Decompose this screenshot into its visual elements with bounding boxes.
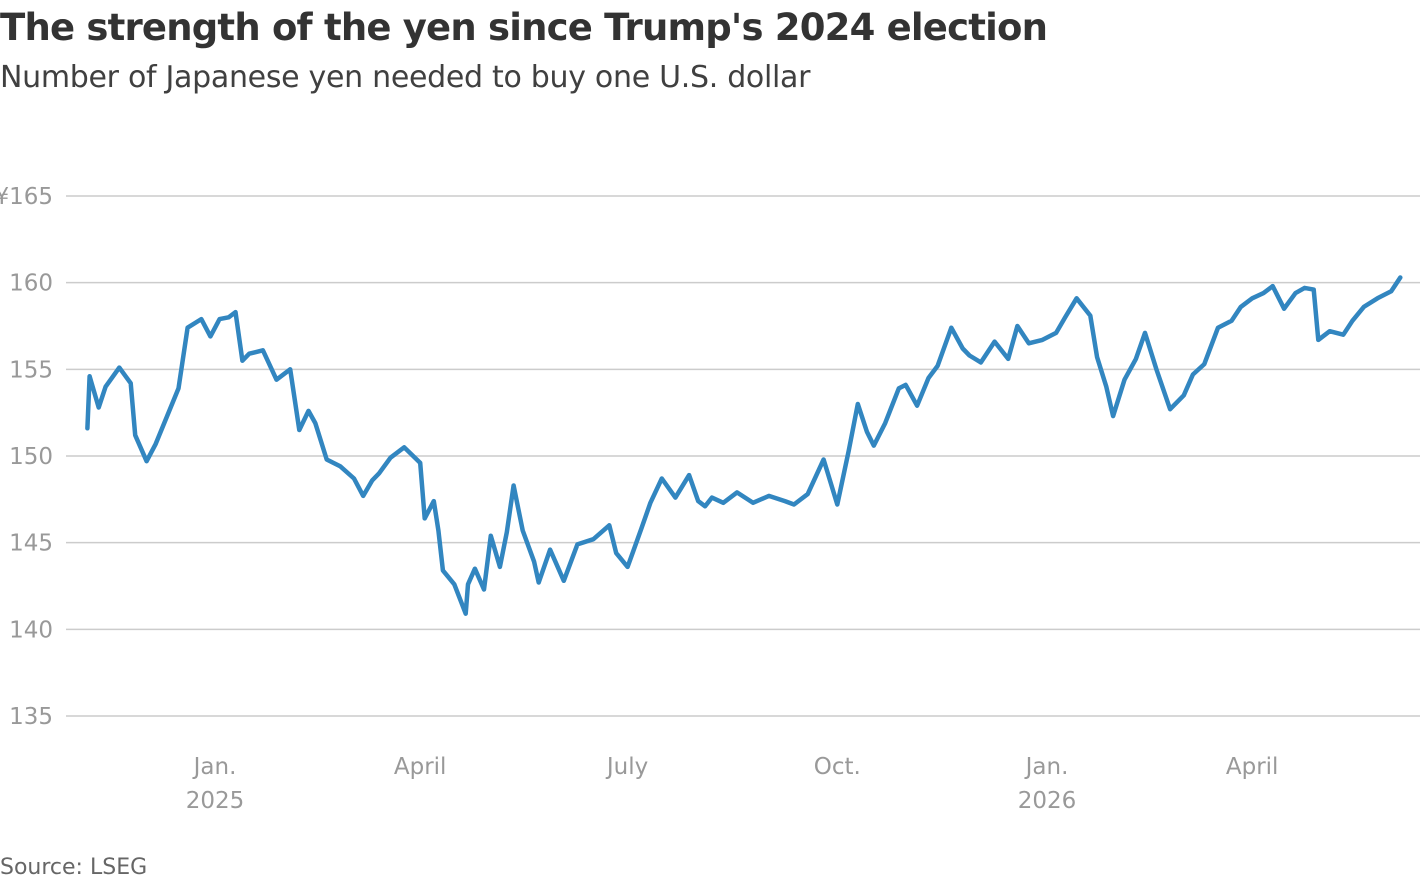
y-tick-label: 160 <box>9 271 53 297</box>
chart-title: The strength of the yen since Trump's 20… <box>0 6 1048 49</box>
y-axis-tick-labels: ¥165 160 155 150 145 140 135 <box>0 184 53 730</box>
usd-jpy-line <box>85 275 1403 616</box>
line-chart: ¥165 160 155 150 145 140 135 Jan. 2025 April July… <box>0 184 1420 814</box>
series-line-group <box>85 275 1403 616</box>
x-tick-label: July <box>605 754 648 780</box>
x-tick-label: Jan. <box>1024 754 1069 780</box>
y-tick-label: 155 <box>9 357 53 383</box>
chart-subtitle: Number of Japanese yen needed to buy one… <box>0 60 811 95</box>
y-tick-label: 150 <box>9 444 53 470</box>
y-tick-label: 135 <box>9 704 53 730</box>
y-tick-label: 145 <box>9 531 53 557</box>
x-tick-label: April <box>394 754 447 780</box>
x-tick-label: Jan. <box>192 754 237 780</box>
x-tick-year-label: 2026 <box>1018 788 1077 814</box>
x-tick-year-label: 2025 <box>186 788 245 814</box>
x-tick-label: Oct. <box>814 754 861 780</box>
x-tick-label: April <box>1226 754 1279 780</box>
source-note: Source: LSEG <box>0 855 148 880</box>
y-tick-label: ¥165 <box>0 184 53 210</box>
y-tick-label: 140 <box>9 617 53 643</box>
gridlines <box>66 195 1420 717</box>
x-axis-tick-labels: Jan. 2025 April July Oct. Jan. 2026 April <box>186 754 1279 814</box>
